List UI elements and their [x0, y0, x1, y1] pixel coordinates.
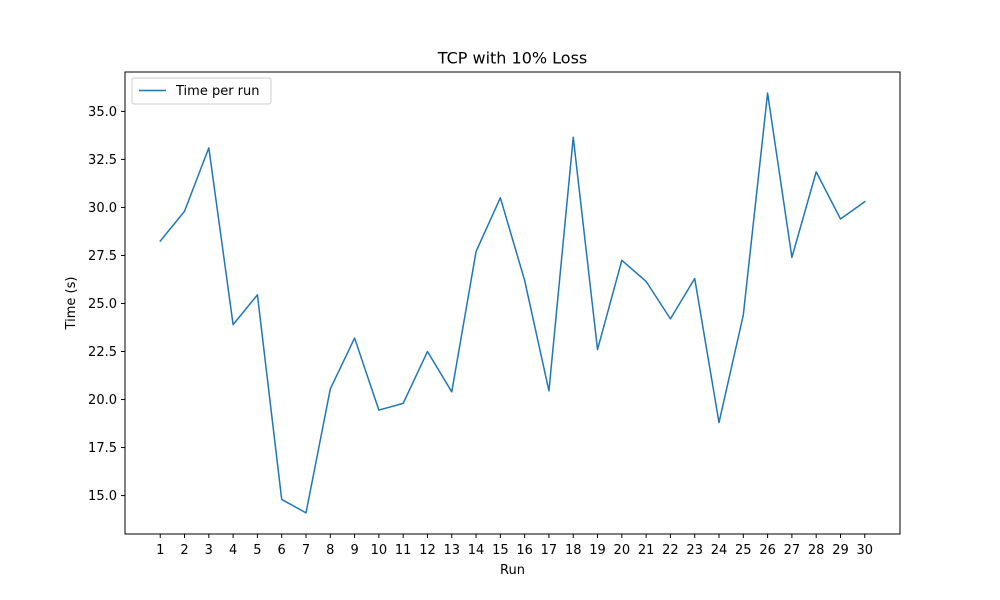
x-tick-label: 22 [662, 543, 679, 558]
x-tick-label: 1 [156, 543, 164, 558]
x-tick-label: 25 [735, 543, 752, 558]
x-tick-label: 17 [541, 543, 558, 558]
x-tick-label: 2 [180, 543, 188, 558]
x-tick-label: 29 [832, 543, 849, 558]
x-tick-label: 9 [350, 543, 358, 558]
chart-title: TCP with 10% Loss [437, 49, 588, 68]
x-tick-label: 13 [443, 543, 460, 558]
y-tick-label: 22.5 [88, 345, 117, 360]
x-tick-label: 19 [589, 543, 606, 558]
y-tick-label: 35.0 [88, 105, 117, 120]
x-tick-label: 18 [565, 543, 582, 558]
x-axis-ticks: 1 2 3 4 5 6 7 8 9 10 11 12 13 14 15 16 17 18 19 20 21 22 23 24 2… [156, 534, 873, 558]
x-tick-label: 30 [856, 543, 873, 558]
x-tick-label: 28 [808, 543, 825, 558]
x-tick-label: 8 [326, 543, 334, 558]
plot-frame [124, 71, 901, 535]
y-tick-label: 17.5 [88, 441, 117, 456]
series-line-time-per-run [159, 92, 866, 514]
x-tick-label: 14 [468, 543, 485, 558]
legend: Time per run [131, 77, 272, 105]
legend-label-time-per-run: Time per run [175, 84, 260, 99]
x-axis-label: Run [500, 563, 525, 578]
y-axis-label: Time (s) [64, 277, 79, 331]
x-tick-label: 26 [759, 543, 776, 558]
x-tick-label: 23 [686, 543, 703, 558]
x-tick-label: 21 [638, 543, 655, 558]
x-tick-label: 27 [784, 543, 801, 558]
y-tick-label: 15.0 [88, 489, 117, 504]
x-tick-label: 6 [278, 543, 286, 558]
x-tick-label: 20 [614, 543, 631, 558]
y-tick-label: 25.0 [88, 297, 117, 312]
x-tick-label: 15 [492, 543, 509, 558]
x-tick-label: 3 [205, 543, 213, 558]
x-tick-label: 7 [302, 543, 310, 558]
y-tick-label: 30.0 [88, 201, 117, 216]
series-layer [159, 92, 866, 514]
y-axis-ticks: 15.0 17.5 20.0 22.5 25.0 27.5 30.0 32.5 35.0 [88, 105, 125, 504]
x-tick-label: 24 [711, 543, 728, 558]
x-tick-label: 16 [516, 543, 533, 558]
x-tick-label: 10 [371, 543, 388, 558]
x-tick-label: 5 [253, 543, 261, 558]
x-tick-label: 12 [419, 543, 436, 558]
x-tick-label: 4 [229, 543, 237, 558]
x-tick-label: 11 [395, 543, 412, 558]
y-tick-label: 32.5 [88, 153, 117, 168]
y-tick-label: 27.5 [88, 249, 117, 264]
legend-box [131, 77, 272, 105]
y-tick-label: 20.0 [88, 393, 117, 408]
